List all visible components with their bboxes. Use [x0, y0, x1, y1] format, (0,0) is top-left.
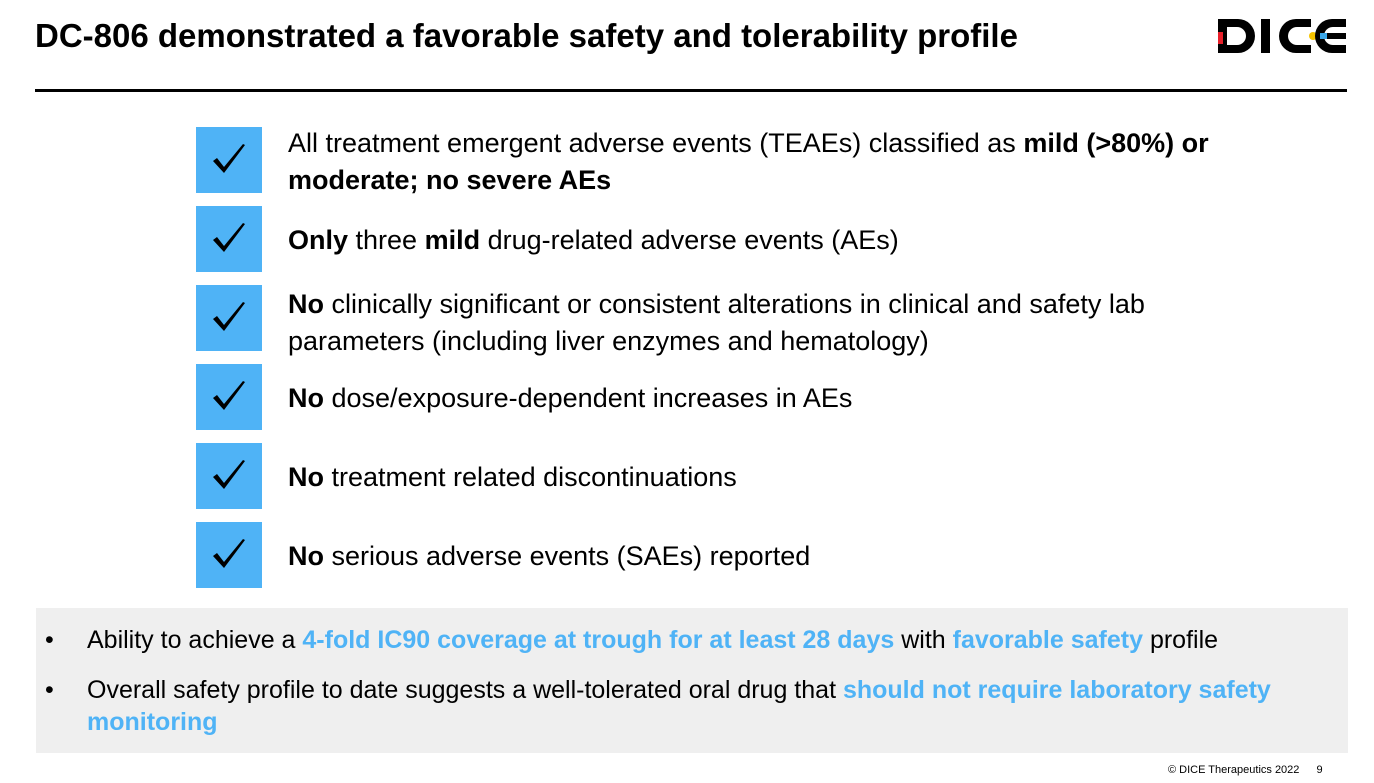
text-run: Ability to achieve a: [87, 626, 303, 654]
checkbox-checked: [196, 206, 262, 272]
bold-text: Only: [288, 225, 349, 255]
highlighted-text: 4-fold IC90 coverage at trough for at le…: [302, 626, 895, 654]
checkmark-icon: [213, 539, 245, 568]
footer: © DICE Therapeutics 2022 9: [1168, 763, 1323, 777]
highlighted-text: should not require laboratory safety mon…: [87, 676, 1271, 736]
text-run: dose/exposure-dependent increases in AEs: [324, 383, 853, 413]
checkmark-icon: [213, 223, 245, 252]
checkmark-icon: [213, 460, 245, 489]
checkmark-icon: [213, 302, 245, 331]
checkbox-checked: [196, 364, 262, 430]
bold-text: No: [288, 383, 324, 413]
page-number: 9: [1316, 764, 1323, 776]
bullet-text: Overall safety profile to date suggests …: [87, 674, 1317, 738]
text-run: profile: [1143, 626, 1219, 654]
text-run: three: [348, 225, 425, 255]
title-divider: [35, 89, 1347, 92]
checkbox-checked: [196, 285, 262, 351]
bold-text: mild: [1023, 128, 1079, 158]
checklist-text: No serious adverse events (SAEs) reporte…: [288, 538, 1218, 575]
text-run: All treatment emergent adverse events (T…: [288, 128, 1024, 158]
checklist-text: No dose/exposure-dependent increases in …: [288, 380, 1218, 417]
checkmark-icon: [213, 381, 245, 410]
bold-text: No: [288, 541, 324, 571]
text-run: Overall safety profile to date suggests …: [87, 676, 843, 704]
checkmark-icon: [213, 144, 245, 173]
copyright-text: © DICE Therapeutics 2022: [1168, 764, 1300, 776]
summary-box: • Ability to achieve a 4-fold IC90 covera…: [36, 608, 1348, 753]
checkbox-checked: [196, 443, 262, 509]
bullet-dot: •: [45, 676, 54, 704]
text-run: treatment related discontinuations: [324, 462, 737, 492]
bullet-dot: •: [45, 626, 54, 654]
highlighted-text: favorable safety: [952, 626, 1143, 654]
text-run: with: [894, 626, 953, 654]
text-run: drug-related adverse events (AEs): [480, 225, 899, 255]
dice-logo: [1218, 19, 1346, 53]
bold-text: (>80%) or moderate; no severe AEs: [288, 128, 1209, 195]
bold-text: mild: [424, 225, 481, 255]
bullet-text: Ability to achieve a 4-fold IC90 coverag…: [87, 624, 1317, 656]
text-run: clinically significant or consistent alt…: [288, 289, 1145, 356]
checklist-text: Only three mild drug-related adverse eve…: [288, 222, 1218, 259]
text-run: serious adverse events (SAEs) reported: [324, 541, 811, 571]
checklist-text: No clinically significant or consistent …: [288, 286, 1218, 360]
checkbox-checked: [196, 522, 262, 588]
checklist-text: No treatment related discontinuations: [288, 459, 1218, 496]
slide-title: DC-806 demonstrated a favorable safety a…: [35, 17, 1018, 54]
checkbox-checked: [196, 127, 262, 193]
bold-text: No: [288, 462, 324, 492]
bold-text: No: [288, 289, 324, 319]
checklist-text: All treatment emergent adverse events (T…: [288, 125, 1218, 199]
